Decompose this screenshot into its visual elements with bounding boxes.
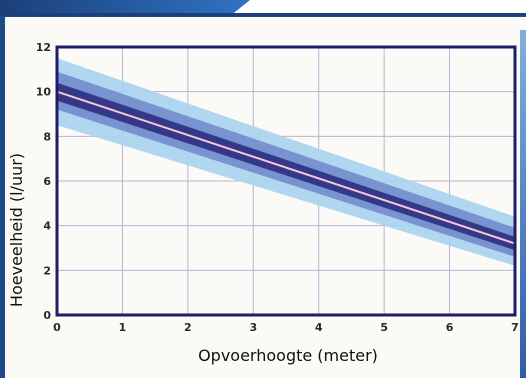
- y-tick-label: 6: [43, 175, 51, 188]
- plot-frame: [55, 45, 517, 317]
- x-tick-label: 1: [119, 321, 127, 334]
- y-tick-label: 8: [43, 130, 51, 143]
- x-tick-label: 2: [184, 321, 192, 334]
- top-banner: [0, 0, 526, 16]
- series-line: [56, 90, 516, 245]
- x-axis-label: Opvoerhoogte (meter): [198, 346, 378, 365]
- x-tick-label: 6: [446, 321, 454, 334]
- y-tick-label: 12: [36, 41, 51, 54]
- banner-rule: [0, 13, 526, 16]
- line-layer: [56, 90, 516, 245]
- x-tick-label: 3: [249, 321, 257, 334]
- x-tick-label: 4: [315, 321, 323, 334]
- band-layer: [57, 58, 515, 266]
- y-tick-label: 2: [43, 264, 51, 277]
- confidence-band-3: [57, 82, 515, 251]
- right-edge-strip: [520, 30, 526, 378]
- banner-wedge: [0, 0, 250, 16]
- y-tick-label: 10: [36, 86, 52, 99]
- x-tick-label: 7: [511, 321, 519, 334]
- y-tick-label: 4: [43, 220, 51, 233]
- x-tick-label: 5: [380, 321, 388, 334]
- y-axis-label: Hoeveelheid (l/uur): [7, 153, 26, 307]
- x-tick-label: 0: [53, 321, 61, 334]
- y-tick-label: 0: [43, 309, 51, 322]
